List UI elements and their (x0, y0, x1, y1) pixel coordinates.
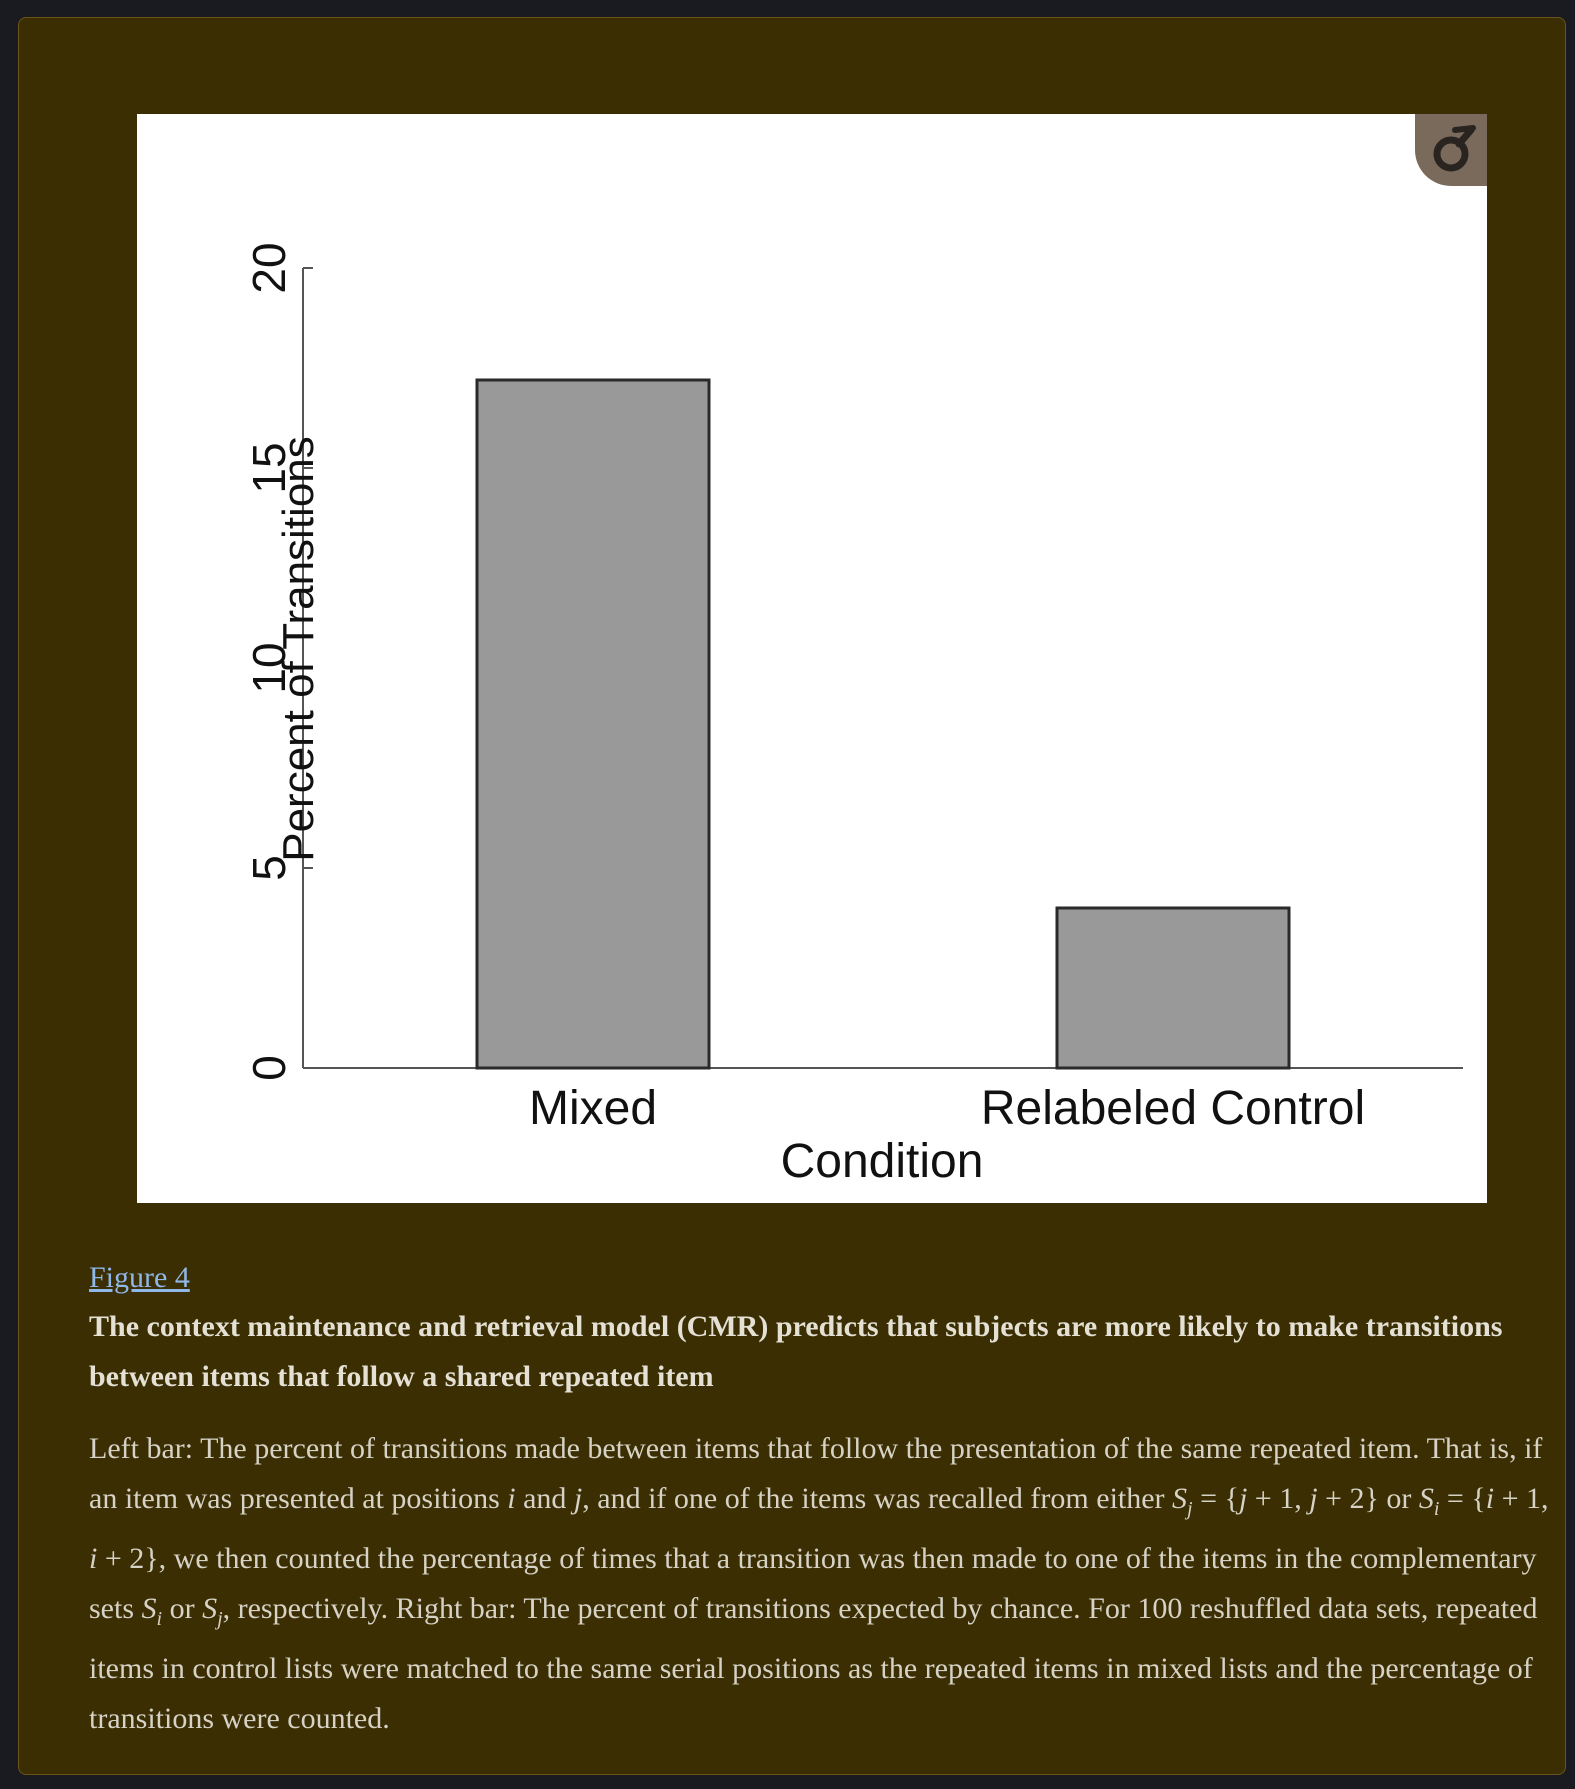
x-tick-label: Mixed (529, 1082, 657, 1135)
chart-ticks: 0 5 10 15 20 Mixed Relabeled Control (243, 242, 1365, 1135)
y-tick-label: 0 (243, 1055, 295, 1081)
bar-mixed (475, 378, 711, 1070)
figure-title: The context maintenance and retrieval mo… (89, 1310, 1503, 1393)
x-tick-label: Relabeled Control (981, 1082, 1365, 1135)
bar-relabeled-control (1055, 906, 1291, 1070)
figure-image: 0 5 10 15 20 Mixed Relabeled Control Percent o… (137, 114, 1487, 1203)
y-tick-label: 10 (243, 642, 295, 693)
y-tick-label: 5 (243, 855, 295, 881)
expand-icon (1433, 125, 1476, 172)
figure-caption: Figure 4 The context maintenance and ret… (89, 1258, 1549, 1744)
y-axis-label: Percent of Transitions (274, 436, 323, 862)
y-tick-label: 15 (243, 442, 295, 493)
figure-panel: 0 5 10 15 20 Mixed Relabeled Control Percent o… (18, 17, 1566, 1775)
expand-button[interactable] (1415, 114, 1487, 186)
figure-description: Left bar: The percent of transitions mad… (89, 1432, 1549, 1735)
figure-link[interactable]: Figure 4 (89, 1261, 190, 1294)
x-axis-label: Condition (781, 1135, 984, 1188)
bar-chart: 0 5 10 15 20 Mixed Relabeled Control Percent o… (243, 242, 1463, 1188)
y-tick-label: 20 (243, 242, 295, 293)
chart-bars (475, 378, 1291, 1070)
